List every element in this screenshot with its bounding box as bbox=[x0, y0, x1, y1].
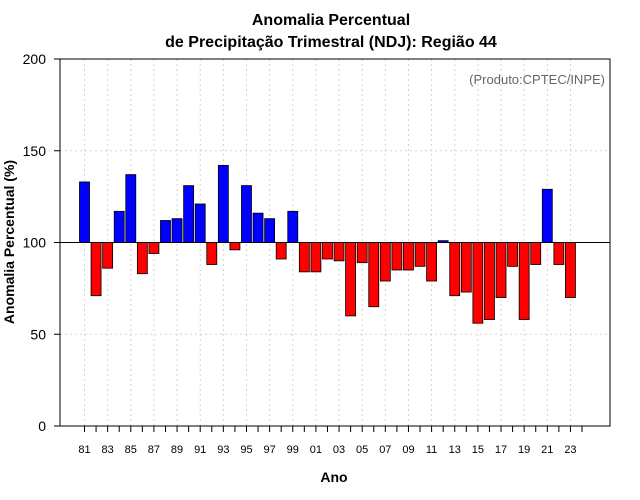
bar-00 bbox=[298, 242, 310, 273]
bar-06 bbox=[368, 242, 380, 308]
bar-04 bbox=[345, 242, 357, 317]
bar-98 bbox=[275, 242, 287, 260]
x-tick-label-97: 97 bbox=[263, 444, 275, 456]
x-tick-label-19: 19 bbox=[518, 444, 530, 456]
bar-18 bbox=[507, 242, 518, 267]
x-tick-label-83: 83 bbox=[102, 444, 114, 456]
bar-13 bbox=[449, 242, 461, 297]
x-tick-label-01: 01 bbox=[310, 444, 322, 456]
x-tick-label-23: 23 bbox=[564, 444, 576, 456]
x-tick-label-17: 17 bbox=[495, 444, 507, 456]
y-tick-label-50: 50 bbox=[30, 326, 46, 342]
bar-14 bbox=[460, 242, 472, 293]
chart-title-line-2: de Precipitação Trimestral (NDJ): Região… bbox=[165, 34, 497, 51]
bar-23 bbox=[565, 242, 576, 298]
bar-90 bbox=[183, 185, 195, 243]
bar-85 bbox=[125, 174, 137, 243]
bar-22 bbox=[553, 242, 565, 265]
bar-05 bbox=[356, 242, 368, 264]
bar-20 bbox=[530, 242, 542, 265]
grid-lines bbox=[60, 58, 610, 427]
bar-83 bbox=[102, 242, 114, 269]
bar-21 bbox=[541, 188, 553, 243]
bar-99 bbox=[287, 210, 299, 243]
x-tick-label-89: 89 bbox=[171, 444, 183, 456]
y-tick-label-200: 200 bbox=[23, 51, 47, 67]
x-tick-label-11: 11 bbox=[426, 444, 437, 456]
x-tick-label-87: 87 bbox=[148, 444, 160, 456]
bars-group bbox=[79, 165, 576, 324]
y-tick-label-0: 0 bbox=[38, 418, 46, 434]
bar-15 bbox=[472, 242, 484, 324]
y-tick-label-100: 100 bbox=[23, 235, 47, 251]
bar-88 bbox=[160, 220, 171, 243]
bar-16 bbox=[484, 242, 495, 320]
bar-02 bbox=[322, 242, 333, 260]
credit-text: (Produto:CPTEC/INPE) bbox=[469, 72, 605, 87]
x-tick-label-93: 93 bbox=[217, 444, 229, 456]
x-tick-label-09: 09 bbox=[402, 444, 414, 456]
x-tick-label-15: 15 bbox=[472, 444, 484, 456]
x-tick-label-91: 91 bbox=[194, 444, 206, 456]
bar-07 bbox=[379, 242, 391, 282]
bar-82 bbox=[90, 242, 102, 297]
bar-95 bbox=[241, 185, 252, 243]
bar-97 bbox=[264, 218, 276, 243]
x-tick-label-05: 05 bbox=[356, 444, 368, 456]
bar-03 bbox=[333, 242, 345, 262]
x-axis-title: Ano bbox=[320, 469, 347, 485]
chart-title-line-1: Anomalia Percentual bbox=[252, 12, 410, 29]
bar-92 bbox=[206, 242, 218, 265]
bar-87 bbox=[148, 242, 160, 254]
x-tick-label-03: 03 bbox=[333, 444, 345, 456]
bar-19 bbox=[518, 242, 530, 320]
bar-81 bbox=[79, 181, 90, 243]
x-tick-label-99: 99 bbox=[287, 444, 299, 456]
x-axis: 81 83 85 87 89 91 93 95 97 99 01 03 05 07 09 11 13 15 17 19… bbox=[78, 426, 583, 456]
bar-17 bbox=[495, 242, 507, 298]
bar-08 bbox=[391, 242, 403, 271]
x-tick-label-07: 07 bbox=[379, 444, 391, 456]
bar-93 bbox=[217, 165, 229, 243]
x-tick-label-95: 95 bbox=[240, 444, 252, 456]
bar-94 bbox=[229, 242, 241, 251]
bar-84 bbox=[113, 210, 125, 243]
bar-91 bbox=[194, 203, 206, 243]
bar-86 bbox=[136, 242, 148, 275]
x-tick-label-85: 85 bbox=[125, 444, 137, 456]
bar-10 bbox=[414, 242, 426, 267]
bar-01 bbox=[310, 242, 322, 273]
x-tick-label-13: 13 bbox=[449, 444, 461, 456]
bar-89 bbox=[171, 218, 183, 243]
x-tick-label-21: 21 bbox=[541, 444, 553, 456]
bar-96 bbox=[252, 212, 264, 243]
y-tick-label-150: 150 bbox=[23, 143, 47, 159]
y-axis: 0 50 100 150 200 bbox=[23, 51, 60, 434]
x-tick-label-81: 81 bbox=[78, 444, 90, 456]
y-axis-title: Anomalia Percentual (%) bbox=[1, 160, 17, 324]
bar-09 bbox=[403, 242, 414, 271]
bar-11 bbox=[426, 242, 438, 282]
